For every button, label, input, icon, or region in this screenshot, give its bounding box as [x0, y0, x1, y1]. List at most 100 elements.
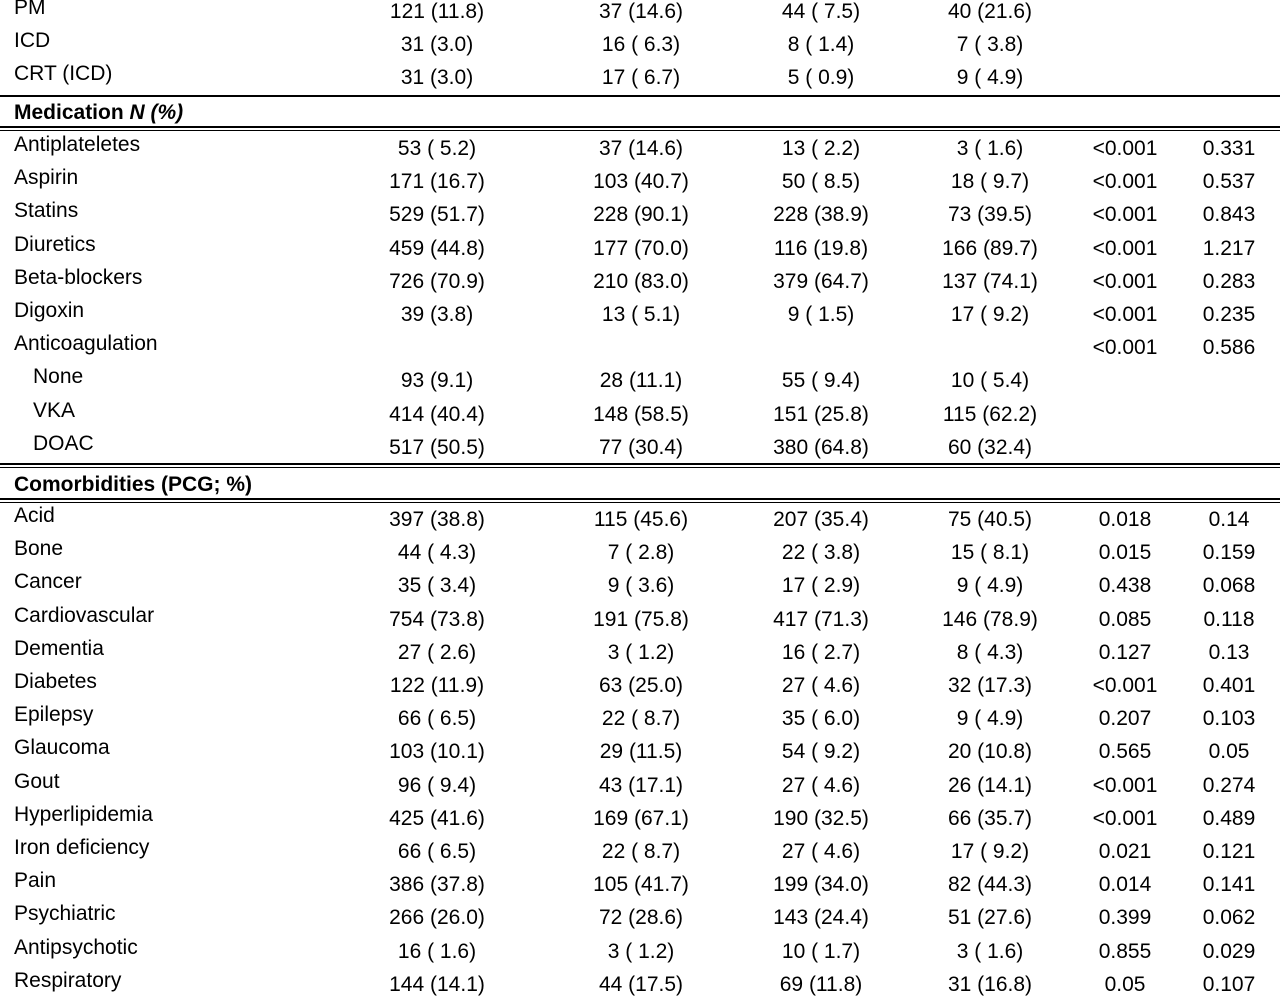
- group-1-cell: 63 (25.0): [598, 674, 684, 697]
- group-3-cell: 51 (27.6): [947, 906, 1033, 930]
- table-row: Aspirin 171 (16.7) 103 (40.7) 50 ( 8.5) 18 (…: [0, 166, 1280, 203]
- p-value-cell: <0.001: [1092, 303, 1158, 326]
- group-3-cell: 7 ( 3.8): [956, 33, 1024, 57]
- table-row: Glaucoma 103 (10.1) 29 (11.5) 54 ( 9.2) 20 (…: [0, 736, 1280, 773]
- row-label: Diabetes: [14, 670, 97, 693]
- total-cell: 16 ( 1.6): [397, 939, 477, 963]
- group-1-cell: 43 (17.1): [598, 773, 684, 797]
- row-label: ICD: [14, 29, 51, 53]
- row-label: Antiplateletes: [14, 133, 141, 156]
- group-2-cell: 380 (64.8): [773, 435, 869, 459]
- group-1-cell: 13 ( 5.1): [601, 303, 681, 326]
- table-row: Diuretics 459 (44.8) 177 (70.0) 116 (19.8) 1…: [0, 233, 1280, 270]
- group-3-cell: 20 (10.8): [947, 740, 1033, 764]
- table-row: Acid 397 (38.8) 115 (45.6) 207 (35.4) 75 (40…: [0, 504, 1280, 541]
- smd-cell: 0.586: [1202, 336, 1256, 360]
- group-3-cell: 82 (44.3): [947, 873, 1033, 897]
- total-cell: 27 ( 2.6): [397, 640, 477, 664]
- row-label: Antipsychotic: [14, 935, 138, 959]
- group-1-cell: 22 ( 8.7): [601, 840, 681, 863]
- table-row: Dementia 27 ( 2.6) 3 ( 1.2) 16 ( 2.7) 8 ( 4.…: [0, 637, 1280, 674]
- total-cell: 44 ( 4.3): [397, 541, 477, 565]
- row-label: Epilepsy: [14, 703, 94, 727]
- group-3-cell: 10 ( 5.4): [950, 369, 1030, 393]
- group-3-cell: 40 (21.6): [947, 0, 1033, 23]
- group-2-cell: 190 (32.5): [773, 806, 869, 830]
- smd-cell: 0.401: [1202, 674, 1256, 697]
- group-2-cell: 44 ( 7.5): [781, 0, 861, 23]
- p-value-cell: 0.018: [1098, 508, 1152, 531]
- row-label: Respiratory: [14, 968, 122, 992]
- smd-cell: 0.537: [1202, 170, 1256, 194]
- p-value-cell: 0.855: [1098, 939, 1152, 963]
- row-label: None: [33, 365, 84, 389]
- section-title-text: Comorbidities (PCG; %): [14, 473, 253, 496]
- table-row: Epilepsy 66 ( 6.5) 22 ( 8.7) 35 ( 6.0) 9 ( 4…: [0, 703, 1280, 740]
- group-3-cell: 166 (89.7): [942, 236, 1038, 260]
- p-value-cell: <0.001: [1092, 236, 1158, 260]
- total-cell: 397 (38.8): [389, 508, 485, 531]
- group-1-cell: 148 (58.5): [593, 402, 689, 426]
- table-row: Statins 529 (51.7) 228 (90.1) 228 (38.9) 73 …: [0, 199, 1280, 236]
- group-3-cell: 26 (14.1): [947, 773, 1033, 797]
- table-row: VKA 414 (40.4) 148 (58.5) 151 (25.8) 115 (62…: [0, 399, 1280, 436]
- smd-cell: 0.159: [1202, 541, 1256, 565]
- p-value-cell: 0.399: [1098, 906, 1152, 930]
- group-1-cell: 7 ( 2.8): [607, 541, 675, 565]
- row-label: PM: [14, 0, 46, 19]
- group-1-cell: 169 (67.1): [593, 806, 689, 830]
- group-2-cell: 143 (24.4): [773, 906, 869, 930]
- smd-cell: 0.274: [1202, 773, 1256, 797]
- smd-cell: 0.068: [1202, 574, 1256, 598]
- p-value-cell: <0.001: [1092, 674, 1158, 697]
- group-2-cell: 69 (11.8): [779, 972, 863, 996]
- total-cell: 96 ( 9.4): [397, 773, 477, 797]
- total-cell: 66 ( 6.5): [397, 707, 477, 731]
- group-3-cell: 8 ( 4.3): [956, 640, 1024, 664]
- smd-cell: 0.029: [1202, 939, 1256, 963]
- group-2-cell: 55 ( 9.4): [781, 369, 861, 393]
- total-cell: 53 ( 5.2): [397, 137, 477, 160]
- row-label: Diuretics: [14, 232, 96, 256]
- group-1-cell: 3 ( 1.2): [607, 939, 675, 963]
- total-cell: 35 ( 3.4): [397, 574, 477, 598]
- smd-cell: 0.14: [1208, 508, 1250, 531]
- group-1-cell: 28 (11.1): [599, 369, 683, 393]
- p-value-cell: <0.001: [1092, 806, 1158, 830]
- group-3-cell: 18 ( 9.7): [950, 170, 1030, 194]
- row-label: Digoxin: [14, 299, 85, 322]
- group-3-cell: 66 (35.7): [947, 806, 1033, 830]
- group-3-cell: 17 ( 9.2): [950, 303, 1030, 326]
- group-1-cell: 29 (11.5): [599, 740, 683, 764]
- section-header-medication: Medication N (%): [0, 97, 1280, 130]
- total-cell: 93 (9.1): [400, 369, 474, 393]
- group-2-cell: 10 ( 1.7): [781, 939, 861, 963]
- total-cell: 31 (3.0): [400, 33, 474, 57]
- smd-cell: 0.107: [1202, 972, 1256, 996]
- group-2-cell: 151 (25.8): [773, 402, 869, 426]
- group-3-cell: 137 (74.1): [942, 269, 1038, 293]
- row-label: Beta-blockers: [14, 265, 143, 289]
- row-label: Dementia: [14, 636, 104, 660]
- total-cell: 425 (41.6): [389, 806, 485, 830]
- total-cell: 517 (50.5): [389, 435, 485, 459]
- group-1-cell: 228 (90.1): [593, 203, 689, 227]
- table-row: Cancer 35 ( 3.4) 9 ( 3.6) 17 ( 2.9) 9 ( 4.9)…: [0, 570, 1280, 607]
- group-1-cell: 37 (14.6): [598, 137, 684, 160]
- section-rule-top: [0, 95, 1280, 97]
- table-row: Digoxin 39 (3.8) 13 ( 5.1) 9 ( 1.5) 17 ( 9.2…: [0, 299, 1280, 336]
- table-row: Cardiovascular 754 (73.8) 191 (75.8) 417 (7…: [0, 604, 1280, 641]
- group-2-cell: 13 ( 2.2): [781, 137, 861, 160]
- group-2-cell: 199 (34.0): [773, 873, 869, 897]
- row-label: Anticoagulation: [14, 332, 158, 356]
- group-2-cell: 16 ( 2.7): [781, 640, 861, 664]
- p-value-cell: <0.001: [1092, 203, 1158, 227]
- p-value-cell: 0.085: [1098, 607, 1152, 631]
- group-3-cell: 60 (32.4): [947, 435, 1033, 459]
- group-3-cell: 3 ( 1.6): [956, 939, 1024, 963]
- group-1-cell: 9 ( 3.6): [607, 574, 675, 598]
- group-3-cell: 15 ( 8.1): [950, 541, 1030, 565]
- row-label: Iron deficiency: [14, 836, 150, 859]
- table-row: Beta-blockers 726 (70.9) 210 (83.0) 379 (64…: [0, 266, 1280, 303]
- row-label: Bone: [14, 537, 64, 561]
